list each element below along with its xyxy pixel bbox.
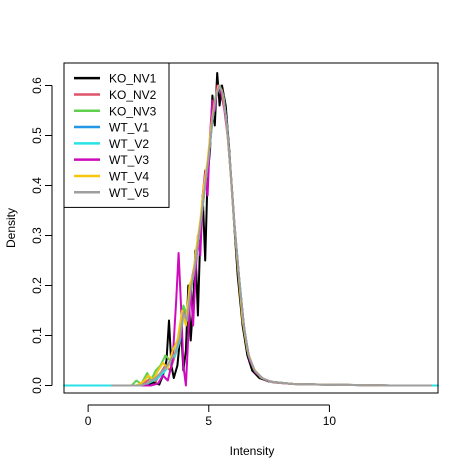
y-axis: 0.0 0.1 0.2 0.3 0.4 0.5 0.6	[30, 77, 53, 394]
legend-label-3: WT_V1	[109, 121, 149, 135]
legend-label-2: KO_NV3	[109, 104, 157, 118]
legend-label-0: KO_NV1	[109, 72, 157, 86]
legend: KO_NV1 KO_NV2 KO_NV3 WT_V1 WT_V2 WT_V3 WT_V4 WT…	[63, 62, 170, 208]
legend-label-6: WT_V4	[109, 169, 149, 183]
x-axis-label: Intensity	[230, 444, 275, 458]
y-tick-label-6: 0.6	[30, 77, 44, 94]
y-tick-label-2: 0.2	[30, 277, 44, 294]
series-layer	[63, 72, 439, 387]
legend-label-1: KO_NV2	[109, 88, 157, 102]
series-line-7	[111, 84, 432, 387]
x-tick-label-0: 0	[85, 414, 92, 428]
x-tick-label-2: 10	[323, 414, 337, 428]
legend-box	[63, 62, 170, 208]
y-tick-label-1: 0.1	[30, 327, 44, 344]
y-axis-label: Density	[4, 208, 18, 248]
x-tick-label-1: 5	[205, 414, 212, 428]
y-tick-label-3: 0.3	[30, 227, 44, 244]
plot-frame	[63, 62, 439, 394]
legend-label-5: WT_V3	[109, 153, 149, 167]
legend-label-4: WT_V2	[109, 137, 149, 151]
x-axis: 0 5 10	[85, 404, 337, 428]
y-tick-label-4: 0.4	[30, 177, 44, 194]
y-tick-label-0: 0.0	[30, 377, 44, 394]
y-tick-label-5: 0.5	[30, 127, 44, 144]
legend-label-7: WT_V5	[109, 186, 149, 200]
